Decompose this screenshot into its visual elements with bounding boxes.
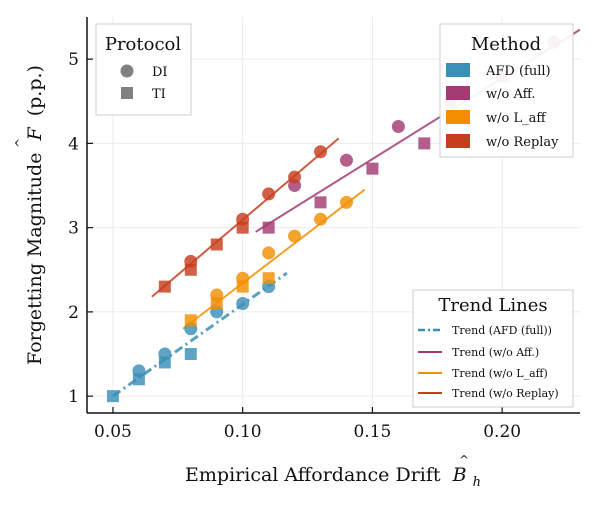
x-axis-symbol-subscript: h bbox=[473, 475, 481, 490]
trend-legend-label-wo-laff: Trend (w/o L_aff) bbox=[452, 367, 548, 380]
method-legend-swatch-wo-aff bbox=[446, 86, 470, 100]
method-legend-swatch-wo-laff bbox=[446, 110, 470, 124]
y-tick-label: 5 bbox=[68, 50, 79, 70]
point-w-o-replay-di bbox=[262, 187, 276, 201]
point-w-o-aff--ti bbox=[262, 221, 275, 234]
method-legend-swatch-afd bbox=[446, 63, 470, 77]
point-w-o-l-aff-ti bbox=[262, 272, 275, 285]
point-w-o-l-aff-di bbox=[262, 246, 276, 260]
y-tick-label: 2 bbox=[68, 303, 79, 323]
method-legend-swatch-wo-replay bbox=[446, 134, 470, 148]
x-tick-label: 0.05 bbox=[94, 422, 132, 442]
trend-legend-label-wo-aff: Trend (w/o Aff.) bbox=[452, 346, 539, 359]
y-axis-symbol: F bbox=[24, 127, 46, 142]
axes bbox=[86, 17, 580, 414]
point-w-o-l-aff-ti bbox=[210, 297, 223, 310]
x-axis-hat: ^ bbox=[459, 453, 469, 467]
x-axis-title: Empirical Affordance Drift B h bbox=[185, 464, 481, 490]
x-axis-label-text: Empirical Affordance Drift bbox=[185, 464, 441, 486]
trend-legend-frame bbox=[412, 289, 574, 408]
trend-legend-label-wo-replay: Trend (w/o Replay) bbox=[452, 387, 559, 400]
protocol-legend-frame bbox=[95, 23, 192, 116]
data-points bbox=[106, 35, 561, 403]
x-axis-symbol: B bbox=[452, 464, 467, 486]
point-w-o-replay-ti bbox=[184, 263, 197, 276]
method-legend-label-wo-replay: w/o Replay bbox=[486, 135, 559, 150]
point-afd-full--di bbox=[236, 296, 250, 310]
point-afd-full--ti bbox=[132, 373, 145, 386]
point-w-o-replay-ti bbox=[236, 221, 249, 234]
point-w-o-replay-di bbox=[314, 145, 328, 159]
method-legend-title: Method bbox=[471, 34, 541, 55]
y-axis-label-text: Forgetting Magnitude bbox=[24, 153, 46, 365]
point-w-o-aff--ti bbox=[366, 162, 379, 175]
trend-legend-label-afd: Trend (AFD (full)) bbox=[452, 324, 552, 337]
protocol-legend-circle-icon bbox=[120, 64, 134, 78]
trend-line-afd-full- bbox=[112, 271, 288, 398]
point-w-o-replay-di bbox=[288, 170, 302, 184]
y-axis-unit: (p.p.) bbox=[24, 65, 46, 116]
protocol-legend-label-ti: TI bbox=[152, 87, 166, 102]
method-legend-label-afd: AFD (full) bbox=[485, 64, 551, 79]
point-afd-full--ti bbox=[106, 390, 119, 403]
trend-legend: Trend Lines Trend (AFD (full)) Trend (w/… bbox=[412, 289, 574, 408]
point-afd-full--ti bbox=[158, 356, 171, 369]
point-w-o-l-aff-di bbox=[314, 212, 328, 226]
protocol-legend-square-icon bbox=[121, 87, 133, 99]
method-legend: Method AFD (full) w/o Aff. w/o L_aff w/o… bbox=[439, 23, 574, 158]
x-tick-label: 0.20 bbox=[483, 422, 521, 442]
trend-line-w-o-l-aff bbox=[182, 188, 366, 330]
point-w-o-aff--di bbox=[391, 120, 405, 134]
y-axis-title: Forgetting Magnitude F (p.p.) bbox=[24, 65, 46, 365]
point-w-o-l-aff-di bbox=[339, 195, 353, 209]
protocol-legend-label-di: DI bbox=[152, 65, 168, 80]
y-axis-hat: ^ bbox=[13, 138, 27, 148]
protocol-legend: Protocol DI TI bbox=[95, 23, 192, 116]
point-w-o-l-aff-di bbox=[288, 229, 302, 243]
y-tick-label: 4 bbox=[68, 134, 79, 154]
y-tick-label: 1 bbox=[68, 387, 79, 407]
trend-legend-title: Trend Lines bbox=[438, 295, 547, 316]
point-w-o-l-aff-ti bbox=[184, 314, 197, 327]
point-w-o-replay-ti bbox=[210, 238, 223, 251]
point-w-o-aff--di bbox=[339, 153, 353, 167]
point-afd-full--ti bbox=[184, 348, 197, 361]
y-tick-label: 3 bbox=[68, 219, 79, 239]
protocol-legend-title: Protocol bbox=[105, 34, 182, 55]
point-w-o-l-aff-ti bbox=[236, 280, 249, 293]
x-tick-label: 0.10 bbox=[224, 422, 262, 442]
point-w-o-aff--ti bbox=[418, 137, 431, 150]
x-tick-label: 0.15 bbox=[353, 422, 391, 442]
method-legend-label-wo-aff: w/o Aff. bbox=[486, 87, 536, 102]
point-w-o-replay-ti bbox=[158, 280, 171, 293]
tick-labels: 0.05 0.10 0.15 0.20 1 2 3 4 5 bbox=[68, 50, 521, 442]
point-w-o-aff--ti bbox=[314, 196, 327, 209]
method-legend-label-wo-laff: w/o L_aff bbox=[486, 111, 547, 126]
